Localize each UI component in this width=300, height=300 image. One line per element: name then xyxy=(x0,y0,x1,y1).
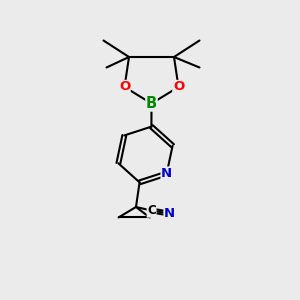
Text: O: O xyxy=(119,80,130,94)
Text: O: O xyxy=(173,80,184,94)
Text: B: B xyxy=(146,96,157,111)
Text: C: C xyxy=(147,204,156,217)
Text: N: N xyxy=(164,207,175,220)
Text: N: N xyxy=(161,167,172,180)
